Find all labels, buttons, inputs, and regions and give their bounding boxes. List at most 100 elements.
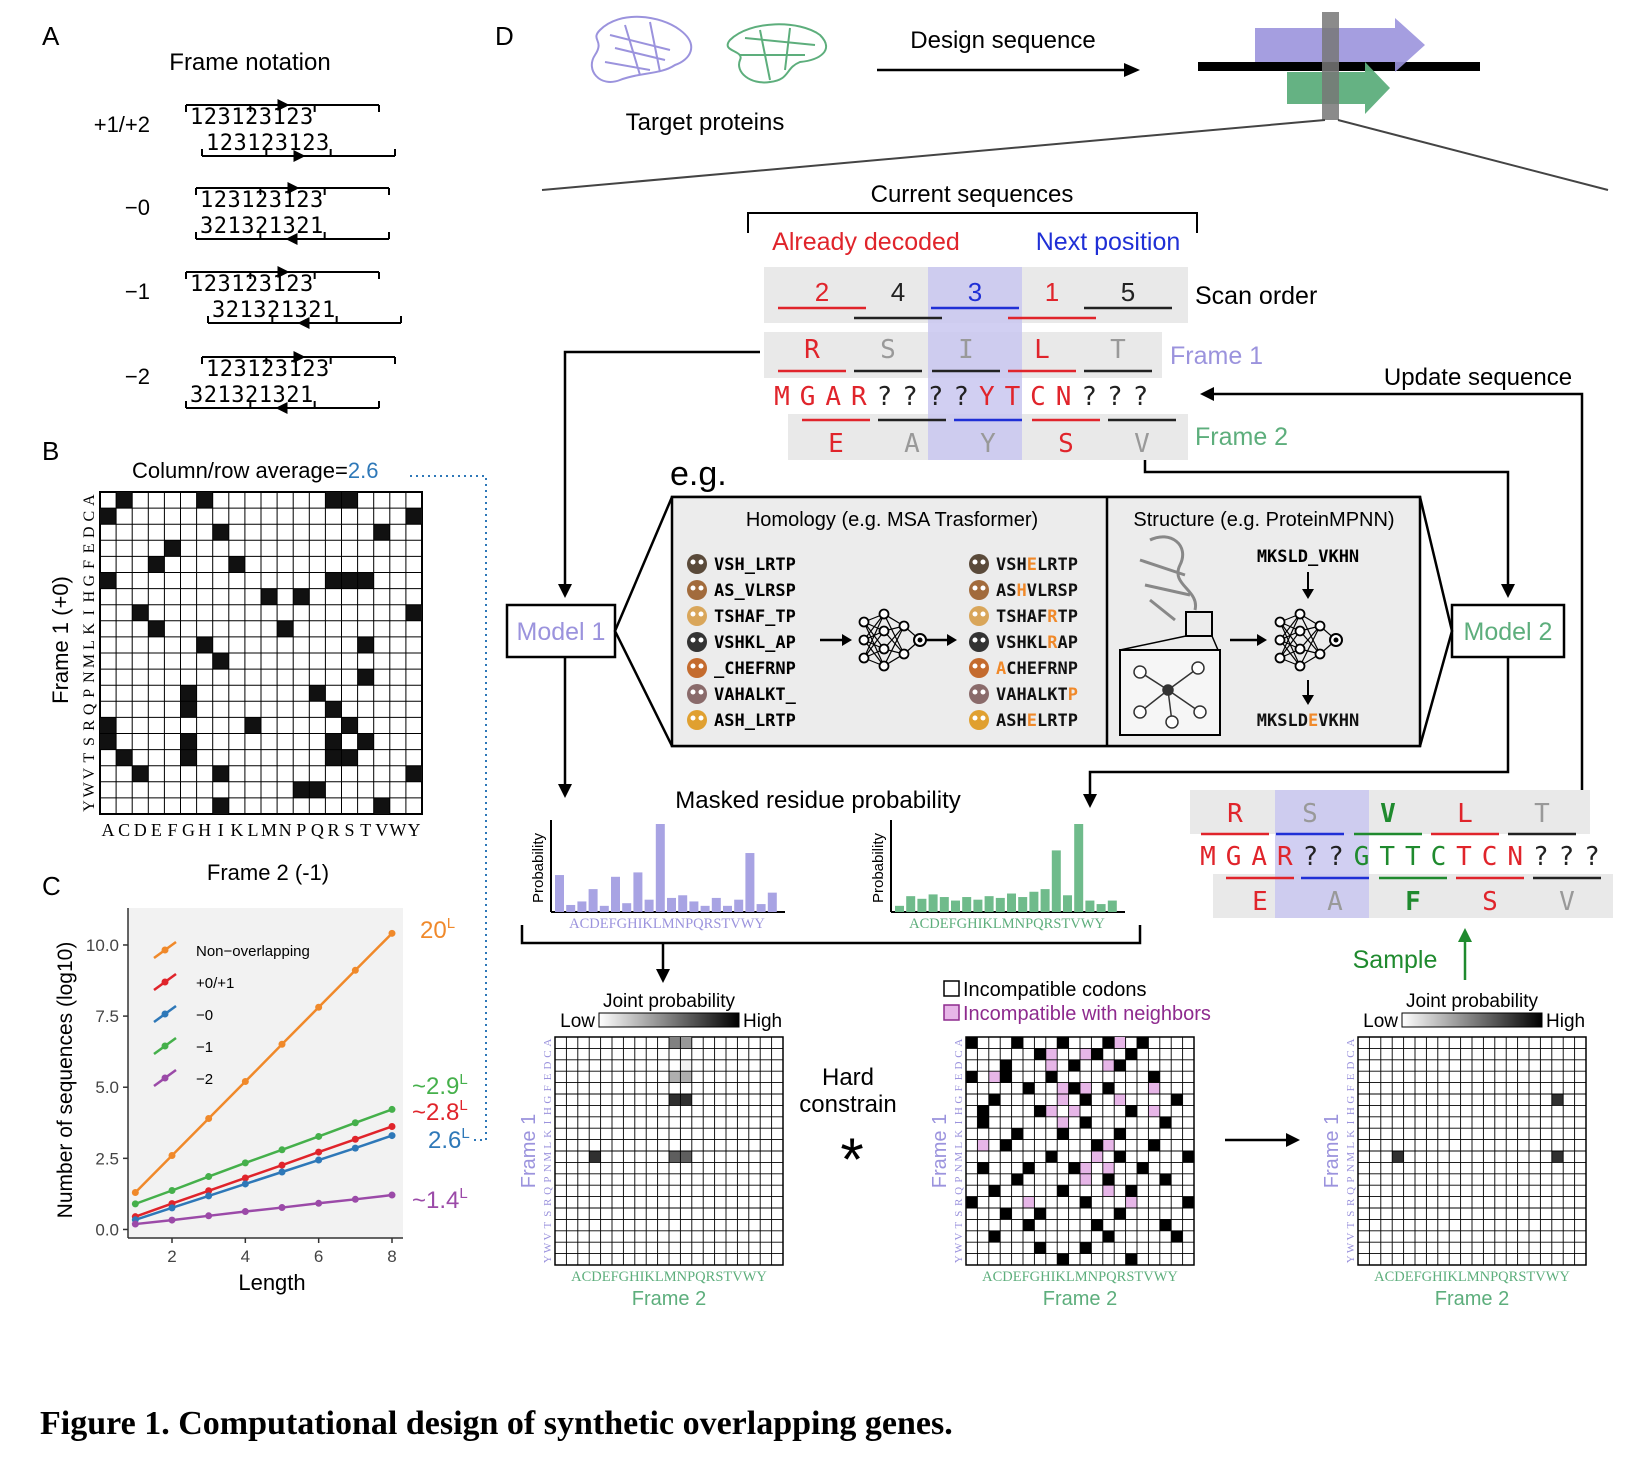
model2-label: Model 2	[1464, 618, 1553, 646]
msa-input-seq: TSHAF_TP	[714, 607, 796, 627]
grid-y-tick: K	[81, 623, 98, 635]
animal-eye-icon	[972, 611, 978, 617]
network-edge	[1299, 613, 1321, 655]
current-highlight	[928, 267, 1022, 460]
grid-y-tick: T	[81, 753, 98, 763]
heatmap-y-tick: Q	[1345, 1187, 1357, 1195]
growth-base: 20	[420, 917, 447, 944]
panel-c: C 0.0 2.5 5.0 7.5 10.0 2 4 6 8 Non−overlapping +0/…	[42, 871, 470, 1295]
heatmap-y-tick: F	[542, 1085, 554, 1091]
series-point	[205, 1173, 213, 1181]
grid-y-tick: H	[81, 590, 98, 602]
result-frame1-residue: R	[1227, 799, 1243, 829]
heatmap-x-ticks: ACDEFGHIKLMNPQRSTVWY	[982, 1269, 1178, 1285]
msa-residue: P	[1068, 607, 1078, 627]
growth-base: ~2.9	[412, 1073, 459, 1100]
frame-row-label: −0	[125, 195, 150, 220]
frame1-to-model1-arrowhead	[558, 584, 572, 598]
series-point	[278, 1168, 286, 1176]
probability-bar	[962, 897, 972, 912]
grid-cell-filled	[212, 524, 229, 541]
grid-cell-filled	[405, 604, 422, 621]
network-output-dot	[917, 637, 923, 643]
heatmap-y-tick: E	[542, 1073, 554, 1080]
heatmap-y-tick: A	[953, 1039, 965, 1047]
grid-cell-filled	[293, 588, 310, 605]
frame-digits: 123123123	[190, 105, 314, 130]
grid-y-tick: L	[81, 640, 98, 650]
probability-bar	[767, 892, 777, 912]
multiply-symbol: *	[840, 1126, 863, 1193]
chart-c-xlabel: Length	[238, 1270, 305, 1295]
heatmap-cell-incompatible	[1091, 1048, 1103, 1060]
animal-icon	[969, 658, 989, 678]
probability-bar	[633, 872, 643, 912]
x-tick-label: 6	[314, 1247, 323, 1266]
heatmap-ylabel: Frame 1	[929, 1114, 951, 1188]
grid-y-tick: D	[81, 526, 98, 538]
heatmap-cell-incompatible	[1159, 1219, 1172, 1231]
grid-x-tick: Q	[311, 820, 324, 840]
heatmap-cell-neighbor	[1102, 1139, 1115, 1151]
result-arrowhead	[1286, 1133, 1300, 1147]
grid-x-tick: K	[230, 820, 243, 840]
heatmap-cell-incompatible	[1057, 1128, 1069, 1140]
legend-label: −1	[196, 1039, 213, 1056]
heatmap-cell-incompatible	[1171, 1230, 1183, 1243]
gene-position-marker	[1322, 12, 1339, 120]
heatmap-xlabel: Frame 2	[1435, 1288, 1509, 1310]
heatmap-y-tick: D	[953, 1061, 965, 1069]
grid-cell-filled	[116, 492, 133, 509]
msa-block: VSH_LRTP AS_VLRSP TSHAF_TP VSHKL_AP _CHEFRNP…	[687, 554, 1078, 731]
frame-direction-arrow	[297, 317, 310, 329]
result-frame1-bg	[1190, 790, 1590, 834]
structure-graph-icon	[1133, 661, 1207, 729]
heatmap-cell-incompatible	[1068, 1082, 1080, 1094]
heatmap-y-tick: N	[542, 1164, 554, 1172]
dna-base: ?	[953, 382, 969, 412]
msa-residue: R	[1047, 607, 1058, 627]
heatmap-cell-incompatible	[1068, 1059, 1080, 1072]
dna-base: ?	[1133, 382, 1149, 412]
series-point	[241, 1159, 249, 1167]
incompatible-neighbors-label: Incompatible with neighbors	[963, 1003, 1211, 1025]
struct-out-arrowhead	[1302, 695, 1314, 705]
heatmap-y-tick: S	[1345, 1211, 1357, 1217]
result-frame2-residue: F	[1405, 887, 1421, 917]
heatmap-cell-incompatible	[1171, 1094, 1183, 1106]
network-node	[878, 643, 890, 655]
grid-x-tick: Y	[407, 820, 420, 840]
sample-label: Sample	[1353, 946, 1438, 974]
heatmap-y-tick: Q	[542, 1187, 554, 1195]
series-line	[134, 1134, 393, 1221]
x-tick-label: 4	[241, 1247, 250, 1266]
y-tick-label: 10.0	[86, 936, 119, 955]
dna-base: T	[1005, 382, 1021, 412]
heatmap-cell-incompatible	[1068, 1162, 1080, 1174]
grid-y-tick: V	[81, 768, 98, 780]
heatmap-cell-incompatible	[1148, 1139, 1160, 1151]
heatmap-y-tick: R	[1345, 1198, 1357, 1206]
series-point	[351, 966, 359, 974]
avg-value: 2.6	[348, 458, 379, 483]
dna-base: ?	[902, 382, 918, 412]
zoom-line-left	[541, 119, 1326, 191]
result-frame2-residue: S	[1482, 887, 1498, 917]
series-point	[351, 1195, 359, 1203]
heatmap-cell-incompatible	[1114, 1059, 1126, 1072]
heatmap-cell-incompatible	[1080, 1242, 1092, 1254]
frame1-residue: R	[804, 335, 820, 365]
result-highlight	[1275, 790, 1369, 918]
heatmap-cell	[680, 1071, 692, 1083]
heatmap-cell-incompatible	[1102, 1173, 1115, 1186]
heatmap-cell-neighbor	[1080, 1082, 1092, 1094]
heatmap-cell-neighbor	[988, 1071, 1001, 1083]
msa-residue: A	[996, 711, 1006, 731]
grid-cell-filled	[212, 797, 229, 814]
heatmap-y-tick: G	[1345, 1096, 1357, 1104]
heatmap-y-tick: L	[953, 1142, 965, 1149]
msa-residue: H	[1017, 555, 1027, 575]
probability-bar	[644, 899, 654, 912]
msa-residue: T	[996, 607, 1006, 627]
